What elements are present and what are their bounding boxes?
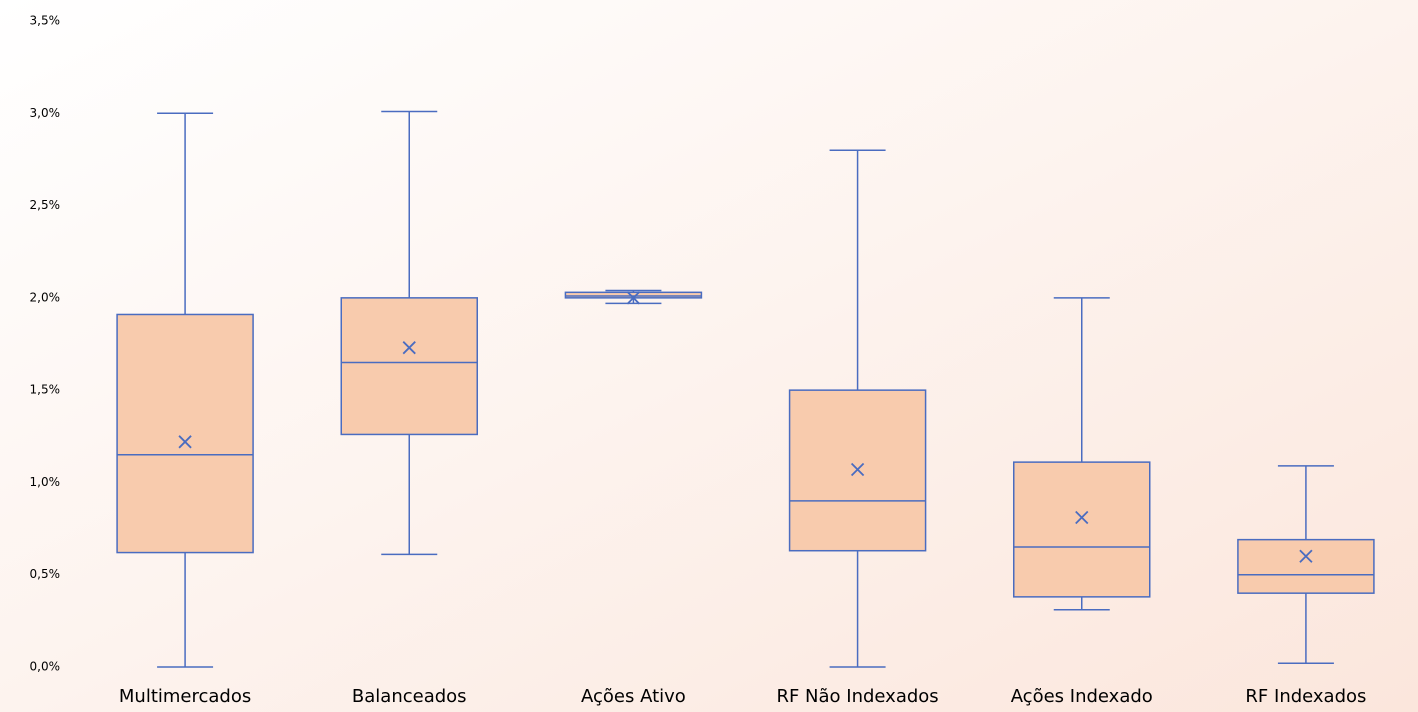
x-tick-label: RF Não Indexados: [776, 686, 938, 707]
y-tick-label: 3,5%: [30, 14, 61, 28]
mean-marker: [850, 462, 865, 477]
y-tick-label: 2,0%: [30, 290, 61, 304]
box: [340, 297, 478, 436]
mean-marker: [402, 341, 416, 355]
x-tick-label: Multimercados: [119, 686, 251, 707]
y-tick-label: 3,0%: [30, 106, 61, 120]
y-tick-label: 0,0%: [30, 660, 61, 674]
x-tick-label: Balanceados: [352, 686, 467, 707]
x-tick-label: RF Indexados: [1245, 686, 1366, 707]
x-tick-label: Ações Indexado: [1011, 686, 1153, 707]
mean-marker: [178, 435, 192, 449]
mean-marker: [1075, 510, 1089, 525]
y-tick-label: 2,5%: [30, 198, 61, 212]
y-tick-label: 1,5%: [30, 383, 61, 397]
box: [116, 313, 254, 554]
x-tick-label: Ações Ativo: [581, 686, 686, 707]
mean-marker: [1299, 549, 1313, 563]
box: [1237, 538, 1375, 594]
y-tick-label: 1,0%: [30, 475, 61, 489]
mean-marker: [626, 291, 641, 305]
y-tick-label: 0,5%: [30, 567, 61, 581]
box: [1013, 461, 1151, 598]
